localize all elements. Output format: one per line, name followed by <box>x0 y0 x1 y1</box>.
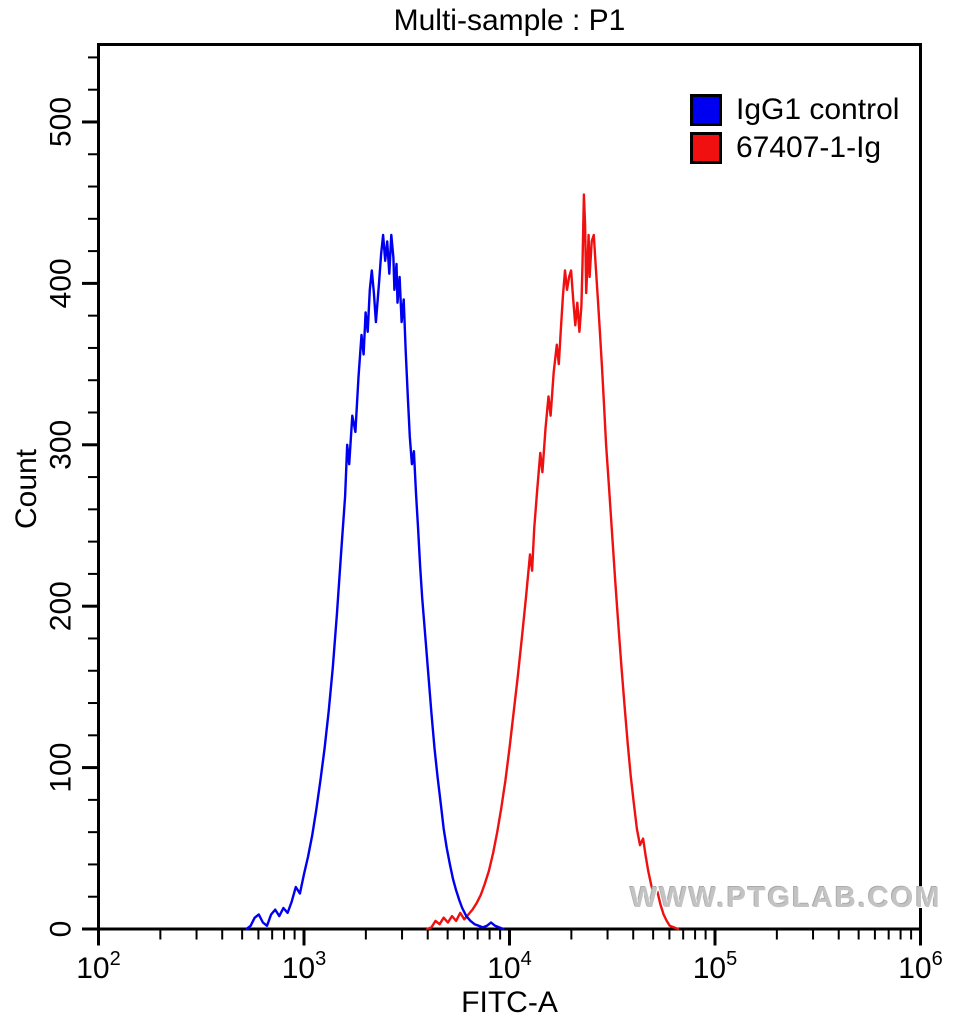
x-tick-label: 106 <box>898 948 943 985</box>
plot-frame <box>97 43 922 931</box>
x-tick-label: 105 <box>693 948 738 985</box>
series-curve-67407-1-ig <box>426 193 680 931</box>
legend-label: IgG1 control <box>736 93 900 126</box>
legend-swatch-igg1-control <box>690 93 722 126</box>
watermark: WWW.PTGLAB.COM <box>630 882 942 914</box>
y-tick-label: 100 <box>45 743 78 793</box>
series-curve-igg1-control <box>245 233 505 931</box>
x-axis-ticks: 102 103 104 105 106 <box>76 930 943 985</box>
x-axis-title: FITC-A <box>461 986 558 1019</box>
legend: IgG1 control 67407-1-Ig <box>690 93 899 169</box>
x-tick-label: 103 <box>282 948 327 985</box>
y-tick-label: 0 <box>45 921 78 938</box>
y-axis-ticks: 0 100 200 300 400 500 <box>45 56 97 938</box>
legend-label: 67407-1-Ig <box>736 131 882 164</box>
y-axis-title: Count <box>10 448 43 530</box>
chart-title: Multi-sample : P1 <box>393 4 626 37</box>
legend-item: IgG1 control <box>690 93 899 126</box>
y-tick-label: 300 <box>45 420 78 470</box>
legend-item: 67407-1-Ig <box>690 131 899 164</box>
x-tick-label: 104 <box>487 948 532 985</box>
y-tick-label: 500 <box>45 97 78 147</box>
legend-swatch-67407-1-ig <box>690 131 722 164</box>
y-tick-label: 200 <box>45 581 78 631</box>
y-tick-label: 400 <box>45 258 78 308</box>
x-tick-label: 102 <box>76 948 121 985</box>
